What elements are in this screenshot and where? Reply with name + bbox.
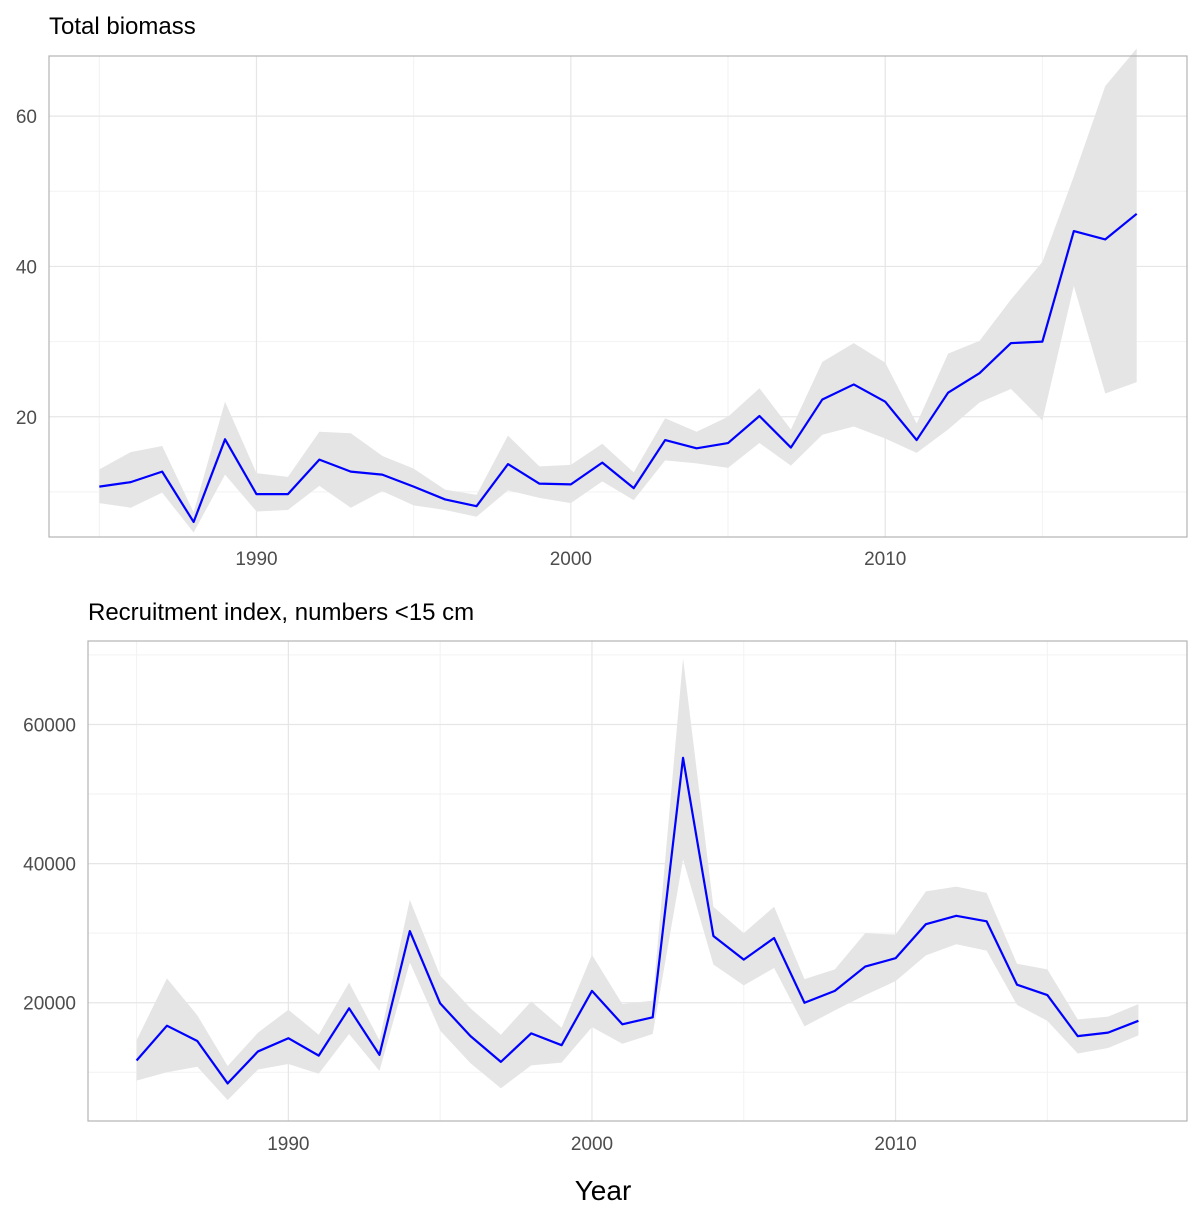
x-tick-label: 2010 [864,549,906,570]
y-tick-label: 40 [16,257,37,278]
confidence-band [136,658,1139,1101]
panel-border [48,55,1188,538]
series-line [99,212,1138,524]
confidence-band [99,48,1137,533]
x-tick-label: 2000 [550,549,592,570]
x-tick-label: 1990 [235,549,277,570]
x-axis-title: Year [575,1175,632,1206]
y-tick-label: 40000 [23,855,76,876]
y-tick-label: 60000 [23,715,76,736]
recruitment-panel: 20000 40000 60000 1990 2000 2010 Recruitment i… [23,599,1188,1155]
y-tick-label: 60 [16,107,37,128]
panel-title: Recruitment index, numbers <15 cm [88,599,474,626]
x-tick-label: 2000 [571,1134,613,1155]
x-tick-label: 2010 [874,1134,916,1155]
y-tick-label: 20000 [23,994,76,1015]
panel-border [87,640,1188,1122]
y-tick-label: 20 [16,408,37,429]
series-line [135,756,1139,1085]
x-tick-label: 1990 [267,1134,309,1155]
biomass-panel: 20 40 60 1990 2000 2010 Total biomass [16,13,1188,570]
panel-title: Total biomass [49,13,196,40]
